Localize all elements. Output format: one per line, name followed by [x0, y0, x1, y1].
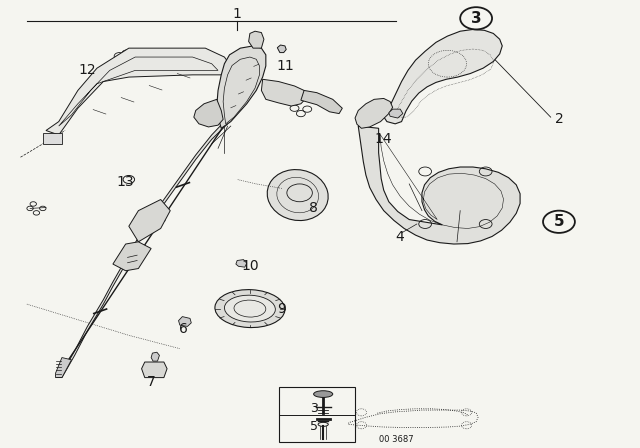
Text: 8: 8 [309, 202, 318, 215]
Polygon shape [236, 260, 246, 267]
Text: 14: 14 [375, 133, 392, 146]
Text: 3: 3 [471, 11, 481, 26]
Text: 4: 4 [396, 230, 404, 244]
Text: 2: 2 [555, 112, 563, 126]
Polygon shape [43, 133, 62, 144]
Polygon shape [355, 99, 393, 128]
Text: 11: 11 [276, 59, 294, 73]
Polygon shape [301, 90, 342, 114]
Polygon shape [56, 121, 228, 378]
Polygon shape [277, 45, 286, 52]
Polygon shape [194, 99, 223, 127]
Text: 10: 10 [241, 259, 259, 273]
Polygon shape [261, 79, 307, 106]
Text: 5: 5 [310, 420, 317, 433]
Text: 12: 12 [79, 64, 96, 78]
Polygon shape [113, 242, 151, 271]
Ellipse shape [268, 170, 328, 220]
Polygon shape [389, 109, 403, 118]
Polygon shape [129, 199, 170, 242]
Text: 5: 5 [554, 214, 564, 229]
Ellipse shape [215, 289, 285, 327]
Polygon shape [179, 317, 191, 327]
Ellipse shape [314, 391, 333, 397]
Ellipse shape [225, 295, 275, 322]
Text: 6: 6 [179, 322, 188, 336]
Polygon shape [383, 30, 502, 124]
Text: 1: 1 [233, 7, 241, 21]
Text: 3: 3 [310, 402, 317, 415]
Polygon shape [217, 46, 266, 128]
Polygon shape [141, 362, 167, 378]
Text: 13: 13 [117, 175, 134, 189]
Polygon shape [248, 31, 264, 48]
Text: 7: 7 [147, 375, 156, 389]
Polygon shape [46, 48, 231, 135]
Text: 00 3687: 00 3687 [379, 435, 414, 444]
Text: 9: 9 [277, 302, 286, 315]
Polygon shape [151, 352, 159, 361]
Polygon shape [358, 126, 520, 244]
Polygon shape [56, 358, 72, 378]
